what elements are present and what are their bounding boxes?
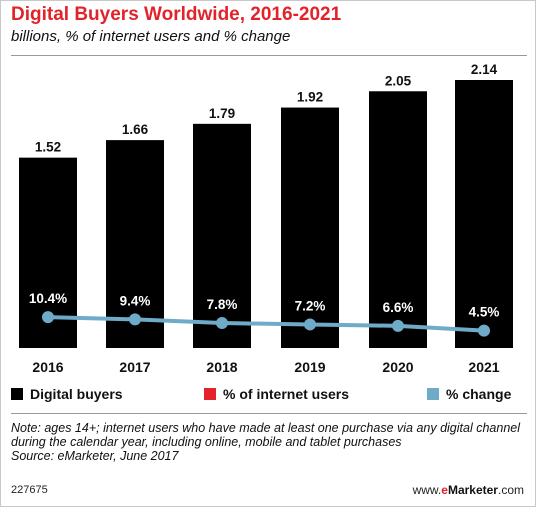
legend-label-internet-users: % of internet users [223,386,350,402]
percent-change-label: 10.4% [29,291,67,306]
bar-2021 [455,80,513,348]
brand-name: Marketer [447,483,498,497]
chart-id: 227675 [11,484,48,496]
bar-value-label: 2.05 [385,73,412,88]
percent-change-label: 9.4% [120,293,151,308]
point-percent-change [478,324,490,337]
bar-2017 [106,140,164,348]
point-percent-change [392,319,404,332]
bar-2019 [281,107,339,349]
x-tick-label: 2019 [294,359,325,375]
x-tick-label: 2017 [119,359,150,375]
legend-swatch-digital-buyers [11,388,23,400]
line-percent-change [47,315,485,333]
percent-change-label: 7.2% [295,298,326,313]
brand-prefix: www. [412,483,442,497]
top-divider [11,55,527,56]
bar-value-label: 1.66 [122,122,149,137]
legend-item-digital-buyers: Digital buyers [11,386,123,402]
x-tick-label: 2016 [32,359,63,375]
bar-2020 [369,91,427,348]
point-percent-change [304,318,316,331]
percent-change-label: 4.5% [469,305,500,320]
note-text: Note: ages 14+; internet users who have … [11,421,521,449]
chart-title: Digital Buyers Worldwide, 2016-2021 [11,4,342,25]
brand-e: e [441,483,448,497]
bottom-divider [11,413,527,414]
bar-value-label: 1.92 [297,90,323,105]
legend-swatch-internet-users [204,388,216,400]
x-tick-label: 2018 [206,359,237,375]
x-tick-label: 2020 [382,359,413,375]
chart-subtitle: billions, % of internet users and % chan… [11,28,291,45]
point-percent-change [42,311,54,324]
legend-swatch-percent-change [427,388,439,400]
bar-value-label: 1.79 [209,106,235,121]
source-text: Source: eMarketer, June 2017 [11,449,179,463]
bar-value-label: 1.52 [35,140,61,155]
legend-label-digital-buyers: Digital buyers [30,386,123,402]
x-tick-label: 2021 [468,359,499,375]
legend-label-percent-change: % change [446,386,512,402]
legend-item-internet-users: % of internet users [204,386,349,402]
point-percent-change [129,313,141,326]
legend-item-percent-change: % change [427,386,511,402]
chart-legend: Digital buyers % of internet users % cha… [11,386,527,406]
bar-value-label: 2.14 [471,62,498,77]
emarketer-logo[interactable]: www.eMarketer.com [413,483,524,497]
chart-plot: 1.521.661.791.922.052.1458.3%60.2%61.6%6… [19,62,513,375]
point-percent-change [216,317,228,330]
percent-change-label: 6.6% [383,300,414,315]
brand-suffix: .com [497,483,524,497]
chart-note: Note: ages 14+; internet users who have … [11,421,527,463]
bar-2018 [193,123,251,348]
percent-change-label: 7.8% [207,297,238,312]
